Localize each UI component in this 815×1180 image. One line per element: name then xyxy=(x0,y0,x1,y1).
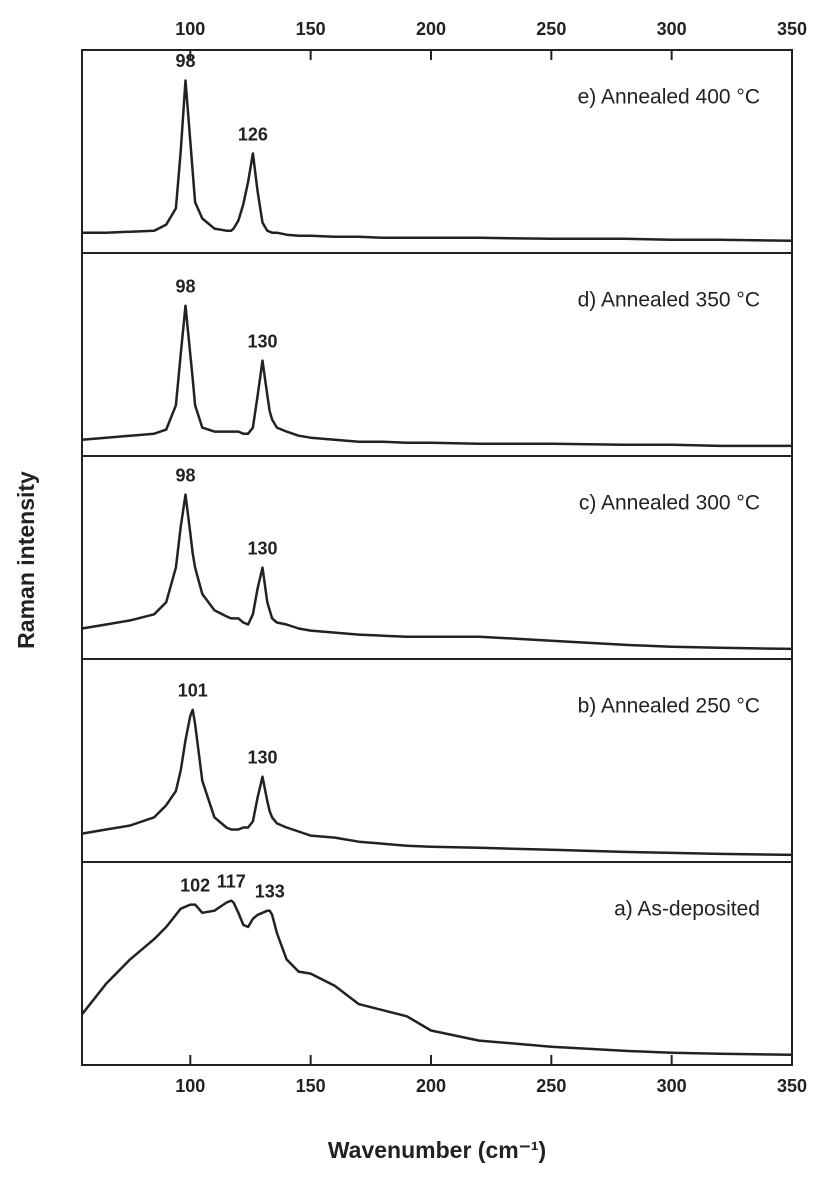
peak-label: 130 xyxy=(247,538,277,558)
peak-label: 98 xyxy=(175,465,195,485)
x-tick-label-top: 200 xyxy=(416,19,446,39)
peak-label: 98 xyxy=(175,51,195,71)
x-tick-label-bottom: 350 xyxy=(777,1076,807,1096)
spectrum-line xyxy=(81,493,793,651)
x-tick-label-top: 350 xyxy=(777,19,807,39)
x-tick-label-bottom: 300 xyxy=(657,1076,687,1096)
panel-label: d) Annealed 350 °C xyxy=(578,289,760,312)
x-tick-label-bottom: 250 xyxy=(536,1076,566,1096)
peak-label: 98 xyxy=(175,277,195,297)
x-tick-label-top: 250 xyxy=(536,19,566,39)
spectrum-line xyxy=(81,304,792,448)
spectrum-line xyxy=(81,899,793,1057)
panel-label: c) Annealed 300 °C xyxy=(579,492,760,515)
peak-label: 130 xyxy=(247,747,277,767)
peak-label: 126 xyxy=(238,124,268,144)
x-axis-label: Wavenumber (cm⁻¹) xyxy=(328,1137,546,1163)
panel-label: a) As-deposited xyxy=(614,898,760,921)
x-tick-label-bottom: 100 xyxy=(175,1076,205,1096)
spectrum-line xyxy=(82,79,793,243)
panel-label: b) Annealed 250 °C xyxy=(578,695,760,718)
peak-label: 133 xyxy=(255,881,285,901)
y-axis-label: Raman intensity xyxy=(13,471,39,649)
peak-label: 102 xyxy=(180,875,210,895)
peak-label: 101 xyxy=(178,681,208,701)
peak-label: 130 xyxy=(247,331,277,351)
x-tick-label-bottom: 150 xyxy=(296,1076,326,1096)
x-tick-label-top: 100 xyxy=(175,19,205,39)
peak-label: 117 xyxy=(217,871,246,891)
x-tick-label-top: 300 xyxy=(657,19,687,39)
plot-frame xyxy=(81,49,793,1066)
x-tick-label-top: 150 xyxy=(296,19,326,39)
x-tick-label-bottom: 200 xyxy=(416,1076,446,1096)
spectrum-line xyxy=(81,708,793,857)
panel-label: e) Annealed 400 °C xyxy=(578,86,760,109)
